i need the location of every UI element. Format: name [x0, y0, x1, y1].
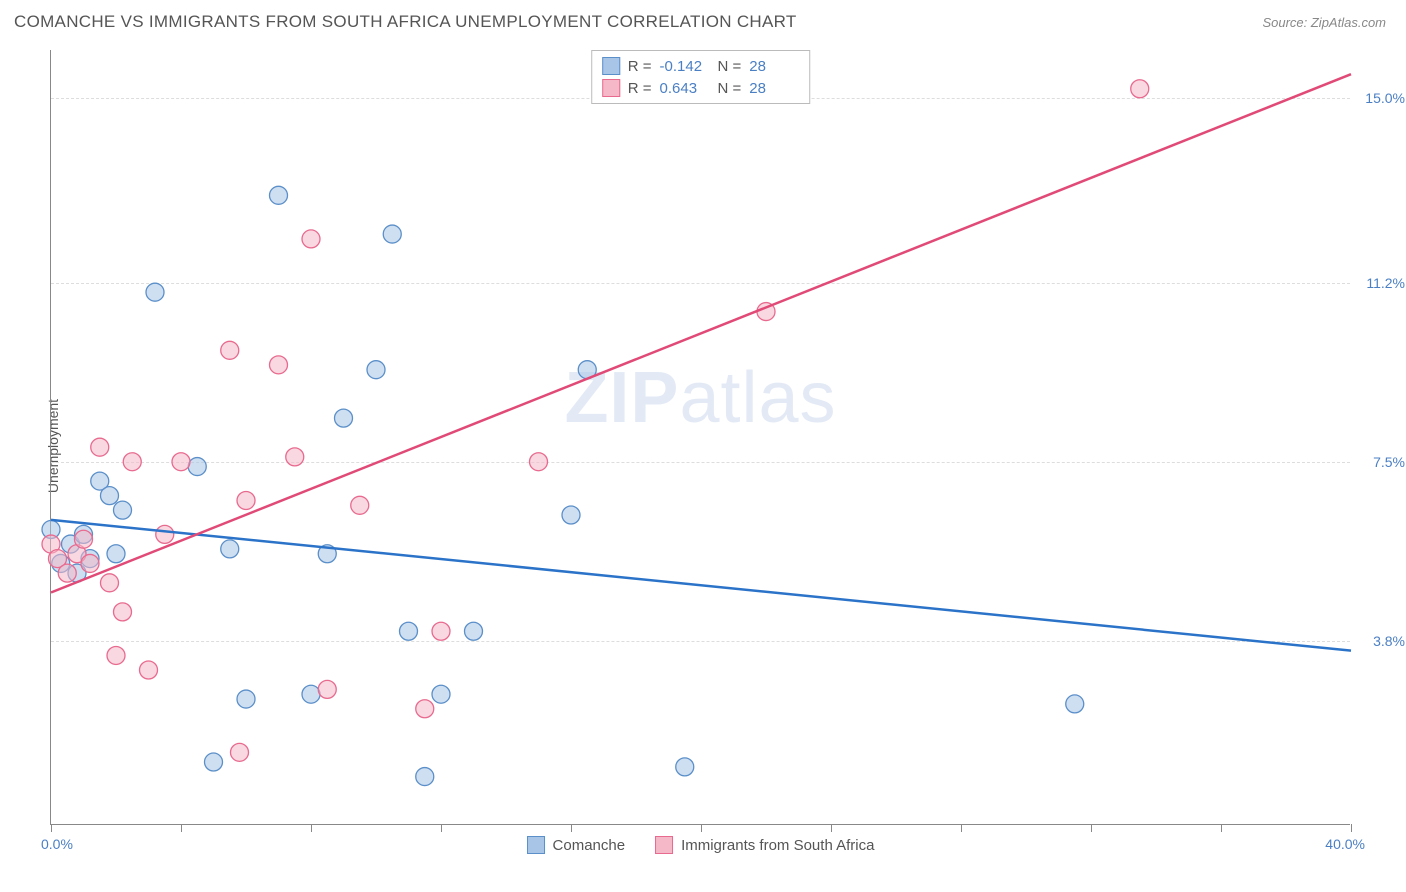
- x-tick: [311, 824, 312, 832]
- trend-line: [51, 520, 1351, 651]
- data-point: [367, 361, 385, 379]
- y-tick-label: 7.5%: [1373, 454, 1405, 470]
- data-point: [1131, 80, 1149, 98]
- x-tick: [1351, 824, 1352, 832]
- data-point: [221, 341, 239, 359]
- data-point: [205, 753, 223, 771]
- data-point: [231, 743, 249, 761]
- data-point: [188, 458, 206, 476]
- data-point: [465, 622, 483, 640]
- x-tick: [181, 824, 182, 832]
- r-value: -0.142: [660, 58, 710, 75]
- n-value: 28: [749, 80, 799, 97]
- data-point: [172, 453, 190, 471]
- bottom-legend: Comanche Immigrants from South Africa: [527, 836, 875, 854]
- data-point: [530, 453, 548, 471]
- data-point: [562, 506, 580, 524]
- data-point: [123, 453, 141, 471]
- data-point: [383, 225, 401, 243]
- data-point: [400, 622, 418, 640]
- data-point: [91, 438, 109, 456]
- data-point: [302, 230, 320, 248]
- y-tick-label: 11.2%: [1366, 275, 1405, 291]
- x-tick: [701, 824, 702, 832]
- x-tick: [831, 824, 832, 832]
- x-tick: [51, 824, 52, 832]
- x-tick: [961, 824, 962, 832]
- data-point: [58, 564, 76, 582]
- data-point: [75, 530, 93, 548]
- data-point: [140, 661, 158, 679]
- data-point: [351, 496, 369, 514]
- data-point: [114, 603, 132, 621]
- legend-label: Immigrants from South Africa: [681, 837, 874, 854]
- data-point: [107, 646, 125, 664]
- r-value: 0.643: [660, 80, 710, 97]
- legend-swatch: [602, 57, 620, 75]
- scatter-plot-svg: [51, 50, 1350, 824]
- legend-item: Immigrants from South Africa: [655, 836, 874, 854]
- plot-area: ZIPatlas 3.8%7.5%11.2%15.0% R =-0.142N =…: [50, 50, 1350, 825]
- data-point: [676, 758, 694, 776]
- data-point: [432, 622, 450, 640]
- data-point: [416, 700, 434, 718]
- r-label: R =: [628, 58, 652, 75]
- data-point: [114, 501, 132, 519]
- r-label: R =: [628, 80, 652, 97]
- x-tick: [1221, 824, 1222, 832]
- data-point: [156, 525, 174, 543]
- data-point: [302, 685, 320, 703]
- x-max-label: 40.0%: [1325, 836, 1365, 852]
- data-point: [335, 409, 353, 427]
- chart-header: COMANCHE VS IMMIGRANTS FROM SOUTH AFRICA…: [0, 0, 1406, 40]
- data-point: [318, 680, 336, 698]
- data-point: [101, 574, 119, 592]
- data-point: [270, 356, 288, 374]
- data-point: [237, 690, 255, 708]
- n-value: 28: [749, 58, 799, 75]
- data-point: [270, 186, 288, 204]
- data-point: [81, 554, 99, 572]
- legend-item: Comanche: [527, 836, 626, 854]
- n-label: N =: [718, 80, 742, 97]
- data-point: [221, 540, 239, 558]
- n-label: N =: [718, 58, 742, 75]
- data-point: [286, 448, 304, 466]
- stats-row: R = -0.142 N = 28: [602, 55, 800, 77]
- data-point: [1066, 695, 1084, 713]
- chart-source: Source: ZipAtlas.com: [1262, 15, 1386, 30]
- data-point: [107, 545, 125, 563]
- data-point: [146, 283, 164, 301]
- data-point: [237, 491, 255, 509]
- chart-title: COMANCHE VS IMMIGRANTS FROM SOUTH AFRICA…: [14, 12, 797, 32]
- x-tick: [571, 824, 572, 832]
- y-tick-label: 15.0%: [1365, 90, 1405, 106]
- data-point: [101, 487, 119, 505]
- legend-swatch: [602, 79, 620, 97]
- data-point: [416, 768, 434, 786]
- trend-line: [51, 74, 1351, 592]
- legend-swatch: [655, 836, 673, 854]
- data-point: [432, 685, 450, 703]
- x-tick: [1091, 824, 1092, 832]
- x-tick: [441, 824, 442, 832]
- y-tick-label: 3.8%: [1373, 633, 1405, 649]
- legend-label: Comanche: [553, 837, 626, 854]
- legend-swatch: [527, 836, 545, 854]
- x-min-label: 0.0%: [41, 836, 73, 852]
- stats-row: R = 0.643 N = 28: [602, 77, 800, 99]
- stats-legend-box: R = -0.142 N = 28 R = 0.643 N = 28: [591, 50, 811, 104]
